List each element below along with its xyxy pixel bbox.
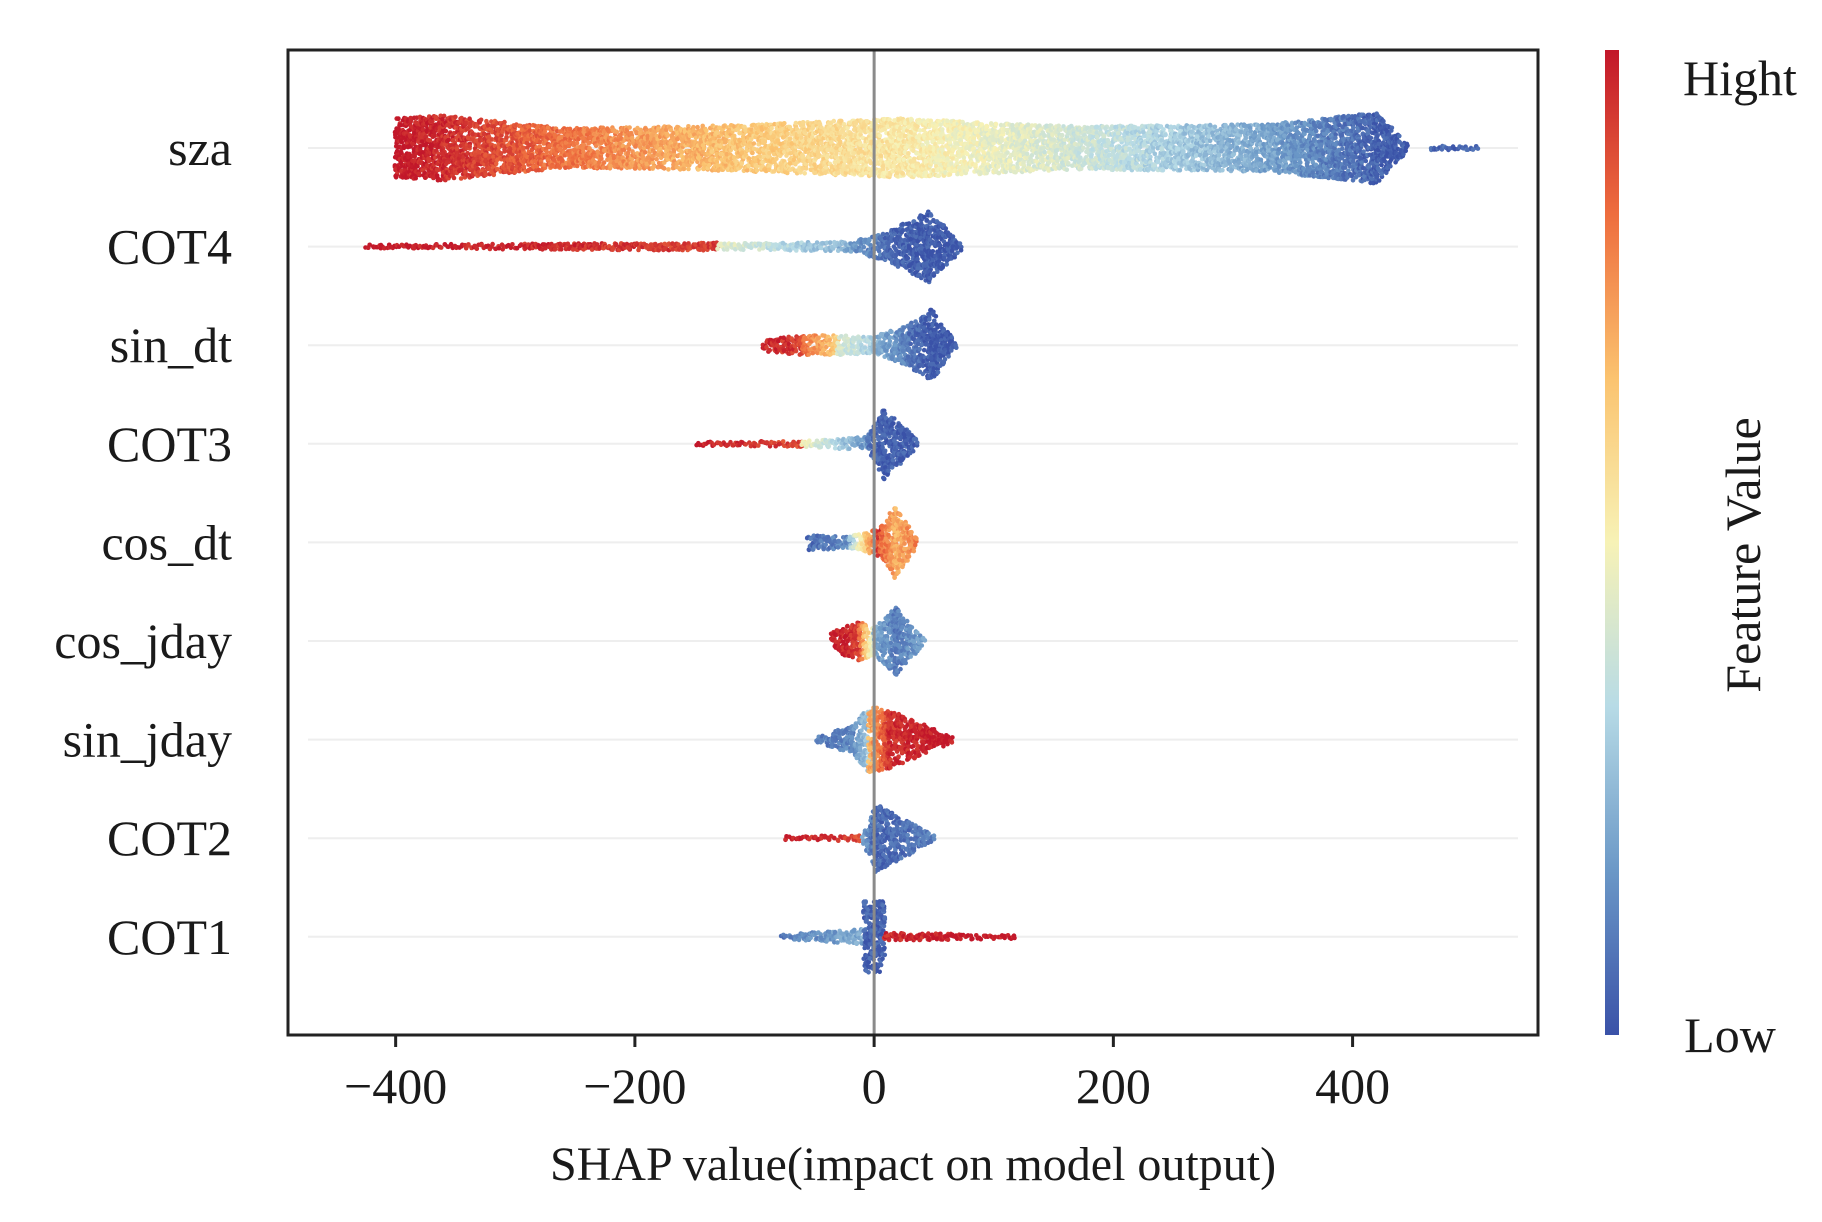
shap-point [973,163,978,168]
shap-point [933,123,939,129]
shap-point [651,164,657,169]
shap-point [880,163,886,169]
shap-point [627,125,632,130]
shap-point [925,140,930,145]
shap-point [665,132,671,138]
shap-point [451,175,457,181]
shap-point [545,125,551,130]
shap-point [661,166,667,171]
shap-point [666,167,671,172]
scatter-points [363,111,1481,975]
shap-point [396,116,401,121]
shap-point [416,171,421,177]
shap-point [831,118,837,124]
shap-point [440,151,445,157]
shap-point [721,123,726,129]
shap-point [802,171,807,176]
shap-point [803,166,809,171]
shap-point [398,138,404,143]
shap-point [834,151,839,156]
shap-point [770,134,776,139]
shap-point [393,134,398,140]
shap-point [397,123,402,128]
shap-point [714,130,720,135]
shap-point [586,140,591,146]
shap-point [443,128,449,134]
shap-point [559,157,565,163]
shap-point [483,172,489,178]
shap-point [467,116,472,121]
shap-point [810,125,815,131]
feature-row [392,111,1481,186]
shap-point [750,150,755,156]
shap-point [751,141,757,146]
shap-point [936,173,942,178]
shap-point [825,153,830,158]
shap-point [612,129,618,134]
shap-point [642,150,648,155]
shap-point [467,143,473,149]
shap-point [681,166,686,172]
shap-point [878,153,884,159]
shap-point [731,133,737,139]
shap-point [744,168,750,173]
shap-point [774,156,779,161]
shap-point [425,137,431,143]
shap-point [757,153,763,159]
shap-point [444,160,450,165]
shap-point [782,121,787,126]
shap-point [704,128,709,134]
shap-point [398,149,404,154]
shap-point [739,161,745,166]
shap-point [706,162,712,168]
shap-point [900,171,905,176]
shap-point [940,127,945,132]
shap-point [553,151,558,156]
shap-point [816,154,821,160]
shap-point [906,151,911,156]
shap-point [769,126,774,131]
shap-point [762,139,768,145]
shap-point [853,120,858,125]
shap-point [686,166,691,172]
shap-point [800,120,806,125]
shap-point [709,149,715,154]
shap-point [626,142,632,147]
shap-point [864,119,870,124]
shap-point [413,120,418,125]
shap-point [923,159,928,164]
shap-point [544,149,549,155]
shap-point [634,130,639,135]
shap-point [491,172,497,178]
shap-point [599,156,604,161]
shap-point [787,136,793,141]
shap-point [654,156,659,162]
shap-point [961,155,967,160]
shap-point [521,164,527,170]
shap-point [877,133,883,138]
shap-point [949,161,954,166]
shap-point [502,119,507,125]
shap-point [958,137,963,143]
shap-point [398,160,404,165]
shap-point [567,126,573,132]
shap-point [401,143,407,149]
shap-point [453,114,458,120]
shap-point [787,161,793,166]
shap-point [737,130,742,136]
shap-point [754,168,760,173]
shap-point [695,124,700,130]
shap-point [526,124,531,129]
shap-point [817,121,822,126]
shap-point [851,150,857,156]
shap-point [946,145,951,151]
shap-point [478,117,484,123]
shap-point [470,131,476,137]
